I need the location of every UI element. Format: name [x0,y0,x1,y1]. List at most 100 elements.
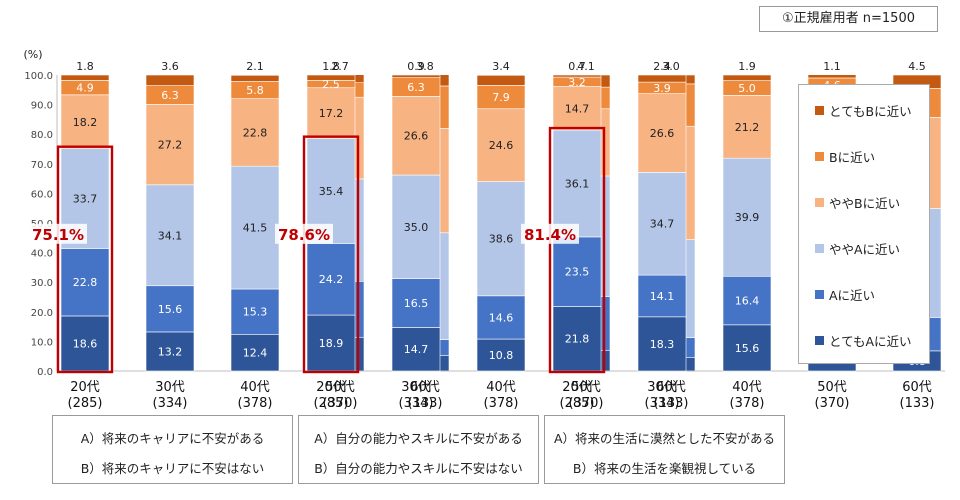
bar-segment [637,74,687,83]
legend-label: ややBに近い [829,195,901,211]
data-label: 13.2 [158,345,183,358]
bar-segment [722,157,772,277]
data-label: 0.7 [568,60,586,73]
data-label: 3.8 [416,60,434,73]
data-label: 7.9 [492,91,510,104]
highlight-frame [548,126,606,374]
y-tick-label: 40.0 [31,249,53,260]
data-label: 15.6 [735,342,760,355]
legend-label: とてもBに近い [829,103,912,119]
y-tick-label: 60.0 [31,189,53,200]
y-tick-label: 10.0 [31,337,53,348]
x-tick-label: 40代 [732,380,762,395]
x-tick-label: 60代 [902,380,932,395]
legend-swatch [815,335,824,345]
bar-segment [230,165,280,290]
bar-segment [230,333,280,372]
data-label: 2.4 [653,60,671,73]
data-label: 38.6 [489,233,514,246]
bar-segment [306,243,356,316]
data-label: 1.9 [738,60,756,73]
data-label: 17.2 [319,107,344,120]
caption-a-career: A）将来のキャリアに不安がある [80,431,265,446]
data-label: 22.8 [243,126,268,139]
data-label: 23.5 [565,266,590,279]
y-tick-label: 0.0 [37,367,53,378]
legend-item: ややAに近い [815,239,900,257]
x-sample-size-label: (370) [569,396,604,411]
x-tick-label: 30代 [401,380,431,395]
legend-swatch [815,289,824,299]
highlight-label: 75.1% [32,226,84,244]
bar-segment [60,94,110,150]
highlight-label-background [275,223,333,244]
x-sample-size-label: (378) [238,396,273,411]
data-label: 3.2 [568,76,586,89]
caption-box-life: A）将来の生活に漠然とした不安がある B）将来の生活を楽観視している [544,415,785,484]
data-label: 33.7 [73,193,98,206]
legend-item: Bに近い [815,147,875,165]
caption-box-career: A）将来のキャリアに不安がある B）将来のキャリアに不安はない [52,415,293,484]
bar-segment [230,98,280,167]
data-label: 1.8 [76,60,94,73]
data-label: 5.8 [246,84,264,97]
y-tick-label: 30.0 [31,278,53,289]
bar-segment [637,274,687,318]
x-tick-label: 30代 [647,380,677,395]
bar-segment [722,275,772,326]
x-tick-label: 50代 [571,380,601,395]
bar-segment [552,306,602,372]
x-tick-label: 60代 [656,380,686,395]
x-tick-label: 50代 [325,380,355,395]
caption-b-life: B）将来の生活を楽観視している [572,461,757,476]
data-label: 18.6 [73,337,98,350]
data-label: 21.8 [565,333,590,346]
y-tick-label: 100.0 [24,71,53,82]
bar-segment [60,248,110,317]
data-label: 18.2 [73,116,98,129]
x-sample-size-label: (133) [900,396,935,411]
bar-segment [722,74,772,81]
bar-segment [391,174,441,279]
data-label: 3.6 [161,60,179,73]
bar-segment [230,74,280,82]
bar-segment [230,288,280,335]
bar-segment [145,104,195,186]
x-tick-label: 40代 [486,380,516,395]
x-sample-size-label: (285) [68,396,103,411]
y-tick-label: 80.0 [31,130,53,141]
y-tick-label: 20.0 [31,308,53,319]
bar-segment [391,327,441,372]
bar-segment [391,96,441,176]
caption-a-skill: A）自分の能力やスキルに不安がある [314,431,523,446]
x-tick-label: 60代 [410,380,440,395]
highlight-label: 78.6% [278,226,330,244]
data-label: 24.2 [319,273,344,286]
bar-segment [807,74,857,79]
data-label: 24.6 [489,139,514,152]
bar-segment [145,285,195,333]
data-label: 0.9 [407,60,425,73]
legend-swatch [815,105,824,115]
x-tick-label: 20代 [562,380,592,395]
x-tick-label: 50代 [817,380,847,395]
bar-segment [391,278,441,328]
data-label: 35.0 [404,221,429,234]
bar-segment [60,74,110,81]
bar-segment [552,236,602,307]
data-label: 14.7 [404,343,429,356]
bar-segment [637,93,687,173]
data-label: 41.5 [243,222,268,235]
data-label: 14.6 [489,311,514,324]
caption-b-skill: B）自分の能力やスキルに不安はない [314,461,523,476]
data-label: 1.1 [823,60,841,73]
bar-segment [145,74,195,86]
x-tick-label: 40代 [240,380,270,395]
data-label: 16.5 [404,297,429,310]
data-label: 2.7 [331,60,349,73]
bar-segment [60,315,110,372]
bar-segment [145,331,195,372]
data-label: 3.9 [653,82,671,95]
caption-b-career: B）将来のキャリアに不安はない [80,461,265,476]
bar-segment [476,74,526,86]
